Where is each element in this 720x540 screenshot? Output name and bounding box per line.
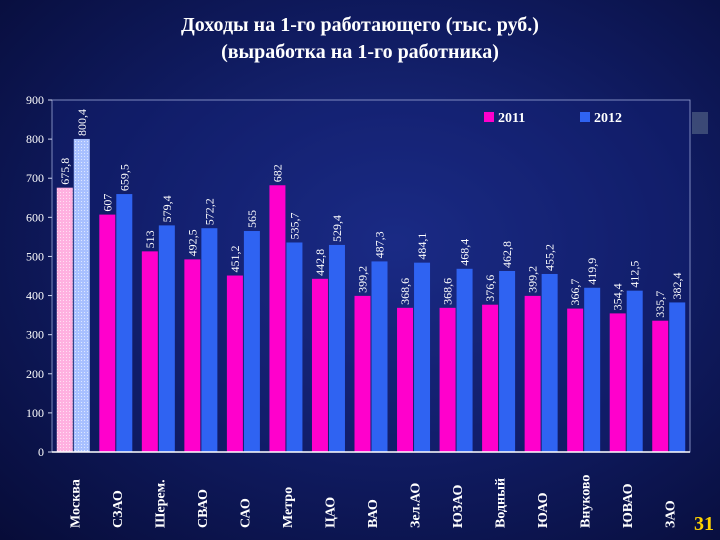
bar-2012-12 xyxy=(584,287,601,452)
bar-value-label: 442,8 xyxy=(313,249,327,276)
chart-title: Доходы на 1-го работающего (тыс. руб.) (… xyxy=(0,12,720,66)
bar-2011-3 xyxy=(184,259,201,452)
bar-2012-0 xyxy=(73,138,90,453)
y-tick-label: 700 xyxy=(26,171,44,185)
bar-value-label: 492,5 xyxy=(185,229,199,256)
bar-value-label: 368,6 xyxy=(441,278,455,305)
y-tick-label: 100 xyxy=(26,406,44,420)
x-category-label: САО xyxy=(238,498,253,528)
y-tick-label: 500 xyxy=(26,249,44,263)
bar-value-label: 572,2 xyxy=(202,198,216,225)
bar-value-label: 455,2 xyxy=(543,244,557,271)
bar-2012-4 xyxy=(243,231,260,452)
bar-value-label: 682 xyxy=(270,164,284,182)
legend-swatch-2011 xyxy=(484,112,494,122)
bar-2011-4 xyxy=(226,275,243,452)
legend-swatch-2012 xyxy=(580,112,590,122)
bar-value-label: 399,2 xyxy=(526,266,540,293)
chart-title-line1: Доходы на 1-го работающего (тыс. руб.) xyxy=(181,14,539,36)
y-tick-label: 200 xyxy=(26,367,44,381)
x-category-label: ВАО xyxy=(366,499,381,528)
bar-value-label: 484,1 xyxy=(415,233,429,260)
bar-value-label: 487,3 xyxy=(373,231,387,258)
bar-2012-7 xyxy=(371,261,388,452)
x-category-label: СВАО xyxy=(196,489,211,528)
x-category-label: Москва xyxy=(68,479,83,528)
bar-2012-9 xyxy=(456,268,473,452)
bar-2012-5 xyxy=(286,242,303,452)
bar-value-label: 513 xyxy=(143,230,157,248)
bar-2011-7 xyxy=(354,295,371,452)
bar-2011-5 xyxy=(269,185,286,453)
plot-area xyxy=(51,99,691,453)
bar-2012-3 xyxy=(201,228,218,452)
x-category-label: ЮЗАО xyxy=(451,484,466,528)
x-category-label: Шерем. xyxy=(153,479,168,528)
bar-value-label: 675,8 xyxy=(58,158,72,185)
bar-value-label: 376,6 xyxy=(483,275,497,302)
bar-value-label: 354,4 xyxy=(611,283,625,310)
x-category-label: Водный xyxy=(494,478,509,528)
bar-value-label: 399,2 xyxy=(356,266,370,293)
x-category-label: ЦАО xyxy=(323,497,338,528)
x-category-label: Метро xyxy=(281,487,296,528)
bar-value-label: 529,4 xyxy=(330,215,344,242)
page-number: 31 xyxy=(694,513,714,535)
bar-value-label: 579,4 xyxy=(160,195,174,222)
bar-2011-2 xyxy=(141,251,158,452)
bar-value-label: 468,4 xyxy=(458,239,472,266)
bar-value-label: 412,5 xyxy=(628,261,642,288)
x-category-label: ЮАО xyxy=(536,492,551,528)
bar-value-label: 565 xyxy=(245,210,259,228)
bar-2012-13 xyxy=(626,290,643,452)
bar-value-label: 366,7 xyxy=(568,279,582,306)
bar-2011-6 xyxy=(311,278,328,452)
bar-value-label: 462,8 xyxy=(500,241,514,268)
bar-2012-10 xyxy=(499,270,516,452)
y-tick-label: 300 xyxy=(26,328,44,342)
bar-2012-8 xyxy=(414,262,431,452)
bar-2011-9 xyxy=(439,307,456,452)
y-tick-label: 800 xyxy=(26,132,44,146)
y-tick-label: 0 xyxy=(38,445,44,459)
bar-value-label: 607 xyxy=(100,194,114,212)
y-tick-label: 600 xyxy=(26,210,44,224)
bar-2012-14 xyxy=(669,302,686,452)
bar-value-label: 419,9 xyxy=(585,258,599,285)
chart-title-line2: (выработка на 1-го работника) xyxy=(221,41,499,63)
bar-2011-10 xyxy=(482,304,499,452)
bar-2012-11 xyxy=(541,273,558,452)
x-category-label: Зел.АО xyxy=(409,483,424,528)
bar-value-label: 382,4 xyxy=(670,272,684,299)
x-category-label: СЗАО xyxy=(111,490,126,528)
legend-label-2011: 2011 xyxy=(498,111,525,126)
bar-value-label: 659,5 xyxy=(117,164,131,191)
bar-2011-8 xyxy=(397,307,414,452)
bar-value-label: 368,6 xyxy=(398,278,412,305)
bar-2012-2 xyxy=(158,225,175,452)
x-category-label: ЮВАО xyxy=(621,483,636,528)
bar-value-label: 451,2 xyxy=(228,246,242,273)
y-tick-label: 400 xyxy=(26,289,44,303)
bar-2011-1 xyxy=(99,214,116,452)
bar-value-label: 335,7 xyxy=(653,291,667,318)
x-category-label: ЗАО xyxy=(664,500,679,528)
bar-2011-14 xyxy=(652,320,669,452)
x-category-label: Внуково xyxy=(579,475,594,528)
bar-value-label: 800,4 xyxy=(75,109,89,136)
bar-2011-12 xyxy=(567,308,584,452)
bar-2011-11 xyxy=(524,295,541,452)
bar-2011-13 xyxy=(609,313,626,452)
bar-value-label: 535,7 xyxy=(287,212,301,239)
bar-2011-0 xyxy=(56,187,73,452)
bar-2012-1 xyxy=(116,194,133,452)
decor-block xyxy=(692,112,708,134)
legend-label-2012: 2012 xyxy=(594,111,622,126)
bar-2012-6 xyxy=(328,244,345,452)
y-tick-label: 900 xyxy=(26,93,44,107)
